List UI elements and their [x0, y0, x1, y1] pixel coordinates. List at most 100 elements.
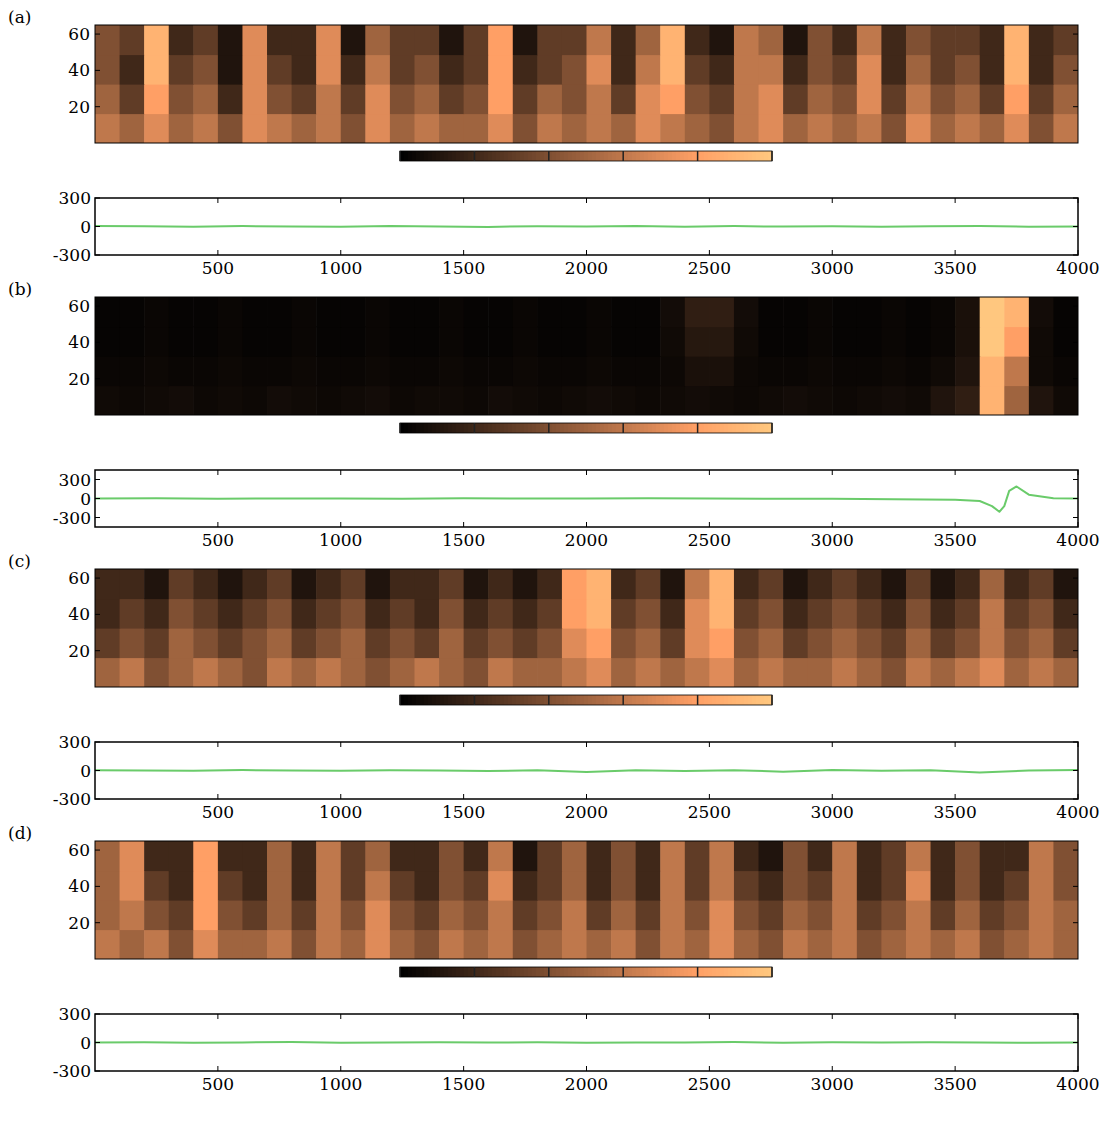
heatmap-cell [685, 114, 710, 144]
colorbar-swatch [556, 423, 561, 433]
heatmap-cell [267, 569, 292, 599]
series-line [95, 1041, 1078, 1044]
heatmap-cell [1029, 930, 1054, 960]
heatmap-cell [414, 297, 439, 327]
heatmap-cell [464, 25, 489, 55]
x-tick [709, 1066, 710, 1071]
colorbar-swatch [740, 967, 745, 977]
heatmap-cell [611, 871, 636, 901]
y-tick [1073, 306, 1078, 307]
x-tick [463, 1066, 464, 1071]
colorbar-frame [400, 967, 772, 977]
colorbar-swatch [404, 151, 409, 161]
heatmap-cell [95, 55, 120, 85]
panel-label: (d) [8, 823, 32, 843]
heatmap-cell [513, 841, 538, 871]
heatmap-cell [881, 599, 906, 629]
heatmap-cell [783, 930, 808, 960]
colorbar-swatch [404, 967, 409, 977]
panel-label: (c) [8, 551, 31, 571]
colorbar-swatch [660, 695, 665, 705]
heatmap-cell [955, 386, 980, 416]
y-tick [1073, 742, 1078, 743]
colorbar-swatch [656, 967, 661, 977]
heatmap-cell [660, 25, 685, 55]
heatmap-cell [1053, 386, 1078, 416]
heatmap-cell [464, 569, 489, 599]
heatmap-cell [587, 569, 612, 599]
colorbar-swatch [528, 151, 533, 161]
colorbar-swatch [664, 151, 669, 161]
heatmap-cell [242, 84, 267, 114]
heatmap-cell [537, 658, 562, 688]
heatmap-cell [660, 84, 685, 114]
heatmap-cell [709, 871, 734, 901]
heatmap-cell [783, 900, 808, 930]
colorbar-swatch [644, 423, 649, 433]
heatmap-cell [316, 55, 341, 85]
y-tick [1073, 517, 1078, 518]
heatmap-cell [709, 55, 734, 85]
heatmap-cell [341, 871, 366, 901]
heatmap-cell [292, 25, 317, 55]
heatmap-cell [341, 327, 366, 357]
colorbar-swatch [656, 423, 661, 433]
colorbar-swatch [724, 695, 729, 705]
heatmap-cell [587, 900, 612, 930]
heatmap-cell [341, 386, 366, 416]
heatmap-cell [906, 84, 931, 114]
colorbar-swatch [688, 423, 693, 433]
colorbar-swatch [528, 967, 533, 977]
x-tick [340, 198, 341, 203]
colorbar-swatch [768, 967, 773, 977]
heatmap-cell [906, 628, 931, 658]
heatmap-cell [980, 356, 1005, 386]
heatmap-cell [439, 84, 464, 114]
heatmap-cell [660, 599, 685, 629]
colorbar-swatch [704, 423, 709, 433]
colorbar-swatch [584, 695, 589, 705]
heatmap-cell [759, 386, 784, 416]
heatmap-cell [120, 55, 145, 85]
x-tick [955, 250, 956, 255]
colorbar-swatch [452, 151, 457, 161]
heatmap-cell [537, 569, 562, 599]
heatmap-cell [537, 841, 562, 871]
x-tick [217, 794, 218, 799]
heatmap-cell [169, 327, 194, 357]
colorbar-swatch [568, 967, 573, 977]
colorbar-swatch [764, 423, 769, 433]
colorbar-swatch [556, 695, 561, 705]
heatmap-cell [857, 900, 882, 930]
colorbar-swatch [684, 695, 689, 705]
heatmap-cell [120, 84, 145, 114]
x-tick-label: 2500 [688, 1074, 731, 1094]
colorbar-swatch [700, 151, 705, 161]
heatmap-cell [734, 25, 759, 55]
colorbar-swatch [572, 967, 577, 977]
heatmap-cell [955, 930, 980, 960]
colorbar-swatch [472, 423, 477, 433]
heatmap-cell [759, 356, 784, 386]
colorbar-tick [697, 695, 699, 705]
colorbar-swatch [488, 695, 493, 705]
heatmap-cell [808, 628, 833, 658]
colorbar-swatch [496, 423, 501, 433]
colorbar-swatch [484, 695, 489, 705]
heatmap-cell [931, 114, 956, 144]
colorbar-swatch [484, 151, 489, 161]
colorbar-swatch [636, 423, 641, 433]
colorbar-tick [697, 423, 699, 433]
heatmap-cell [390, 569, 415, 599]
colorbar-swatch [748, 423, 753, 433]
y-tick [95, 498, 100, 499]
heatmap-cell [292, 84, 317, 114]
heatmap-cell [120, 25, 145, 55]
heatmap-cell [292, 841, 317, 871]
heatmap-cell [464, 327, 489, 357]
heatmap-cell [734, 55, 759, 85]
heatmap-cell [562, 599, 587, 629]
heatmap-cell [292, 569, 317, 599]
heatmap-cell [193, 327, 218, 357]
colorbar-swatch [732, 151, 737, 161]
